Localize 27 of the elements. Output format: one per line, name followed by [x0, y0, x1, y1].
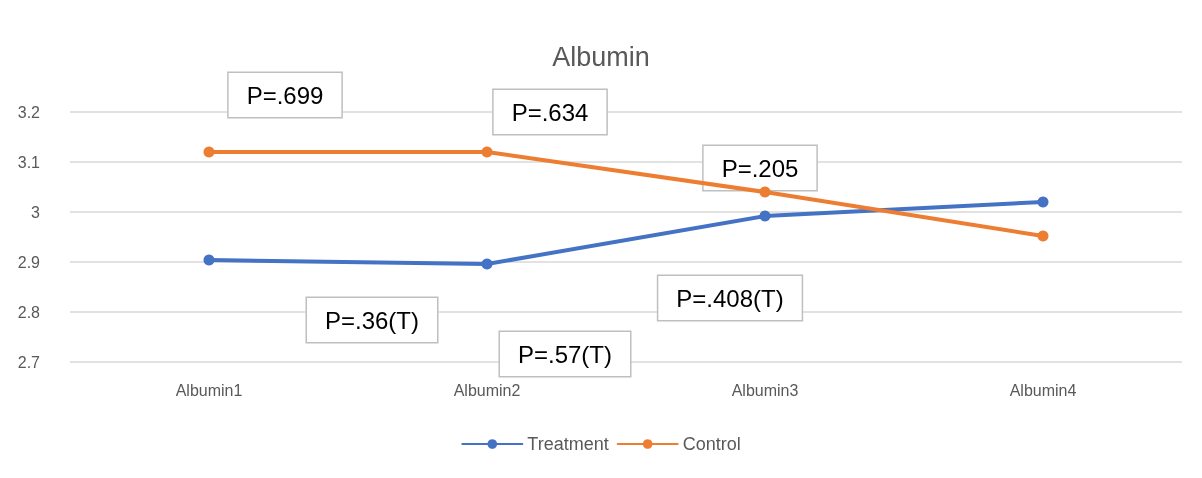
chart-title: Albumin — [552, 41, 650, 72]
point — [481, 258, 493, 270]
y-tick-label: 3.2 — [17, 103, 41, 121]
x-tick-label: Albumin2 — [453, 381, 521, 399]
annotation: P=.408(T) — [676, 284, 784, 312]
text: P=.699 — [246, 81, 324, 109]
x-tick-label: Albumin4 — [1009, 381, 1077, 399]
annotation: P=.634 — [511, 98, 589, 126]
point — [759, 210, 771, 222]
legend-label: Treatment — [527, 434, 609, 454]
y-tick-label: 2.7 — [17, 353, 41, 371]
y-tick-label: 2.8 — [17, 303, 41, 321]
point — [481, 146, 493, 158]
x-tick-label: Albumin3 — [731, 381, 799, 399]
y-tick-label: 3.1 — [17, 153, 41, 171]
point — [203, 146, 215, 158]
y-tick-label: 3 — [31, 203, 41, 221]
legend-label: Control — [682, 434, 741, 454]
point — [759, 186, 771, 198]
annotation: P=.205 — [721, 154, 799, 182]
y-tick-label: 2.9 — [17, 253, 41, 271]
point — [1037, 196, 1049, 208]
point — [203, 254, 215, 266]
annotation: P=.57(T) — [517, 340, 613, 368]
x-tick-label: Albumin1 — [175, 381, 243, 399]
annotation: P=.36(T) — [324, 306, 420, 334]
point — [1037, 230, 1049, 242]
